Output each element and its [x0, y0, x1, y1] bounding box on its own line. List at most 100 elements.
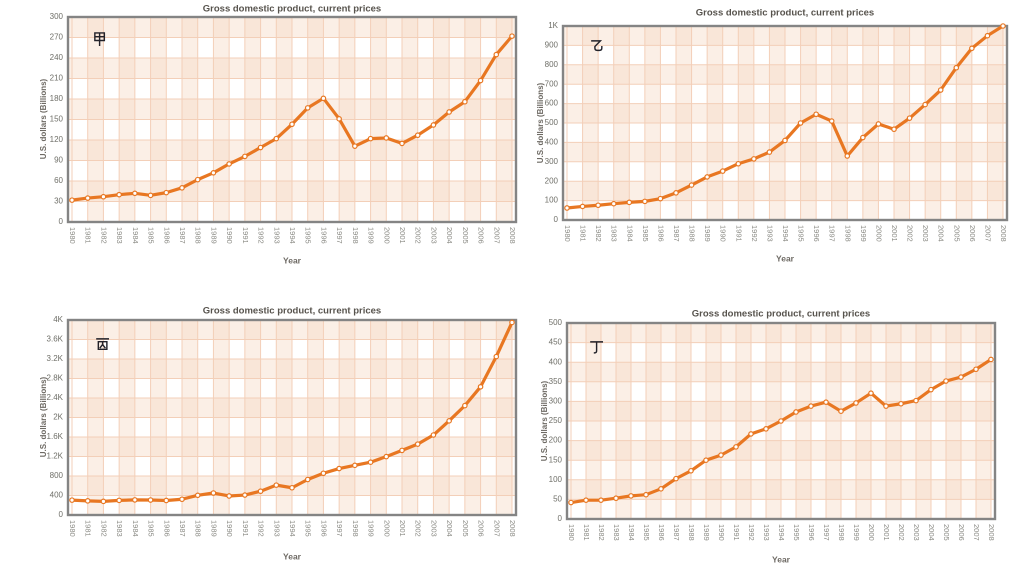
data-point [194, 176, 201, 183]
y-tick-label: 100 [549, 475, 563, 484]
data-point [493, 353, 500, 360]
x-axis-title: Year [772, 554, 791, 564]
data-point [414, 132, 421, 139]
y-axis-title: U.S. dollars (Billions) [39, 376, 48, 457]
data-point [673, 475, 679, 482]
data-point [958, 374, 964, 380]
x-tick-label: 1992 [257, 520, 266, 537]
x-tick-label: 1986 [656, 225, 665, 242]
data-point [242, 492, 248, 498]
y-tick-label: 3.2K [47, 354, 64, 363]
y-tick-label: 250 [549, 416, 563, 425]
data-point [928, 386, 934, 393]
x-tick-label: 1980 [567, 524, 576, 541]
x-tick-label: 1992 [257, 227, 266, 244]
data-point [568, 499, 574, 506]
data-point [703, 457, 709, 464]
data-point [906, 115, 913, 121]
x-tick-label: 1996 [812, 225, 821, 242]
y-tick-label: 60 [54, 176, 63, 185]
data-point [735, 160, 742, 167]
data-point [462, 98, 468, 105]
y-tick-label: 30 [54, 197, 63, 206]
x-tick-label: 1987 [178, 227, 187, 244]
y-tick-label: 150 [50, 115, 64, 124]
x-tick-label: 1992 [750, 225, 759, 242]
data-point [688, 182, 695, 188]
y-tick-label: 2K [53, 413, 63, 422]
x-axis-labels: 1980 1981 1982 1983 1984 1985 1986 1987 1988 1989… [567, 524, 996, 541]
x-tick-label: 1985 [642, 524, 651, 541]
y-tick-label: 150 [549, 455, 563, 464]
x-tick-label: 2002 [906, 225, 915, 242]
x-tick-label: 2006 [968, 225, 977, 242]
data-point [69, 497, 75, 503]
x-tick-label: 1983 [115, 227, 124, 244]
chart-panel-1: Gross domestic product, current prices 30… [39, 4, 518, 265]
data-point [718, 452, 724, 458]
data-point [778, 418, 784, 424]
x-tick-label: 1997 [828, 225, 837, 242]
x-tick-label: 2006 [477, 520, 486, 537]
data-point [628, 493, 634, 499]
y-tick-label: 400 [549, 357, 563, 366]
y-tick-label: 2.8K [47, 374, 64, 383]
y-tick-label: 500 [549, 318, 563, 327]
data-point [430, 432, 437, 438]
data-point [179, 496, 185, 503]
data-point [336, 465, 342, 472]
x-tick-label: 1993 [272, 227, 281, 244]
data-point [179, 185, 185, 191]
x-tick-label: 1984 [625, 225, 634, 242]
y-axis-labels: 4K 3.6K 3.2K 2.8K 2.4K 2K 1.6K 1.2K 800 400 0 [47, 315, 64, 519]
y-tick-label: 270 [50, 33, 64, 42]
y-tick-label: 800 [545, 60, 559, 69]
plot-border [561, 24, 1009, 222]
x-tick-label: 1990 [225, 520, 234, 537]
data-point [477, 77, 484, 84]
y-tick-label: 2.4K [47, 393, 64, 402]
x-tick-label: 1989 [209, 227, 218, 244]
data-point [509, 33, 515, 39]
x-tick-label: 1983 [115, 520, 124, 537]
plot-border [66, 15, 518, 224]
x-tick-label: 2002 [414, 227, 423, 244]
x-tick-label: 1991 [732, 524, 741, 541]
data-point [838, 408, 844, 415]
data-point [210, 170, 217, 176]
y-tick-label: 700 [545, 79, 559, 88]
y-axis-labels: 1K 900 800 700 600 500 400 300 200 100 0 [545, 21, 559, 224]
x-tick-label: 2007 [972, 524, 981, 541]
data-point [704, 174, 710, 180]
x-tick-label: 1991 [241, 520, 250, 537]
x-tick-label: 1987 [178, 520, 187, 537]
y-tick-label: 3.6K [47, 335, 64, 344]
data-point [823, 399, 829, 405]
x-tick-label: 2007 [492, 520, 501, 537]
data-point [352, 462, 358, 469]
y-tick-label: 300 [549, 397, 563, 406]
y-tick-label: 0 [554, 215, 559, 224]
data-point [797, 120, 804, 126]
panel-cjk-label [94, 32, 106, 46]
y-tick-label: 300 [50, 12, 64, 21]
data-point [913, 397, 919, 404]
plot-border [66, 318, 518, 517]
plot-border [565, 321, 997, 521]
chart-title: Gross domestic product, current prices [692, 309, 870, 320]
data-point [853, 400, 859, 406]
panel-cjk-label [96, 338, 110, 351]
x-tick-label: 1989 [703, 225, 712, 242]
panel-cjk-label [591, 40, 603, 52]
data-point [579, 203, 586, 210]
data-point [273, 135, 280, 142]
y-tick-label: 450 [549, 338, 563, 347]
data-point [352, 143, 358, 149]
chart-panel-4: Gross domestic product, current prices 50… [540, 309, 997, 564]
x-tick-label: 2002 [414, 520, 423, 537]
x-tick-label: 1985 [147, 227, 156, 244]
data-point [367, 459, 374, 466]
data-point [194, 492, 201, 499]
data-point [477, 383, 484, 390]
data-point [828, 118, 835, 124]
